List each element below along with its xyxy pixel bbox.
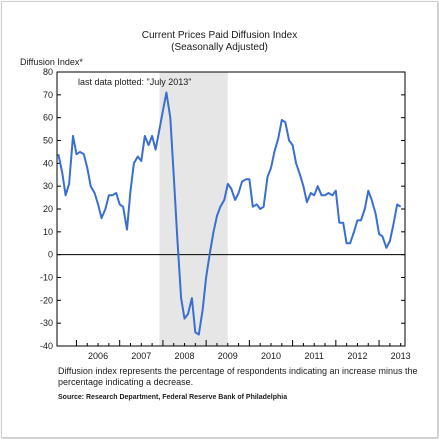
x-tick-label: 2006 — [88, 351, 108, 361]
y-tick-label: 0 — [48, 250, 53, 260]
x-tick-label: 2009 — [218, 351, 238, 361]
chart-title: Current Prices Paid Diffusion Index — [141, 30, 298, 41]
x-tick-label: 2008 — [175, 351, 195, 361]
x-tick-label: 2007 — [131, 351, 151, 361]
footnote: Diffusion index represents the percentag… — [58, 366, 418, 387]
y-tick-label: -10 — [40, 273, 53, 283]
x-tick-label: 2011 — [305, 351, 324, 361]
annotation-text: last data plotted: "July 2013" — [78, 77, 191, 87]
y-tick-label: 60 — [43, 113, 53, 123]
chart-subtitle: (Seasonally Adjusted) — [171, 42, 268, 53]
y-tick-label: 40 — [43, 158, 53, 168]
y-tick-label: 70 — [43, 90, 53, 100]
y-tick-label: -40 — [40, 341, 53, 351]
plot-border — [56, 71, 406, 347]
source-text: Source: Research Department, Federal Res… — [58, 394, 288, 401]
y-tick-label: -20 — [40, 295, 53, 305]
x-tick-label: 2013 — [391, 351, 411, 361]
y-tick-label: 50 — [43, 136, 53, 146]
y-axis-label: Diffusion Index* — [20, 57, 83, 67]
y-tick-label: 80 — [43, 67, 53, 77]
y-tick-label: 20 — [43, 204, 53, 214]
y-tick-label: 10 — [43, 227, 53, 237]
y-tick-label: 30 — [43, 181, 53, 191]
x-tick-label: 2012 — [347, 351, 367, 361]
y-tick-label: -30 — [40, 318, 53, 328]
x-tick-label: 2010 — [261, 351, 281, 361]
series-line — [57, 91, 402, 336]
